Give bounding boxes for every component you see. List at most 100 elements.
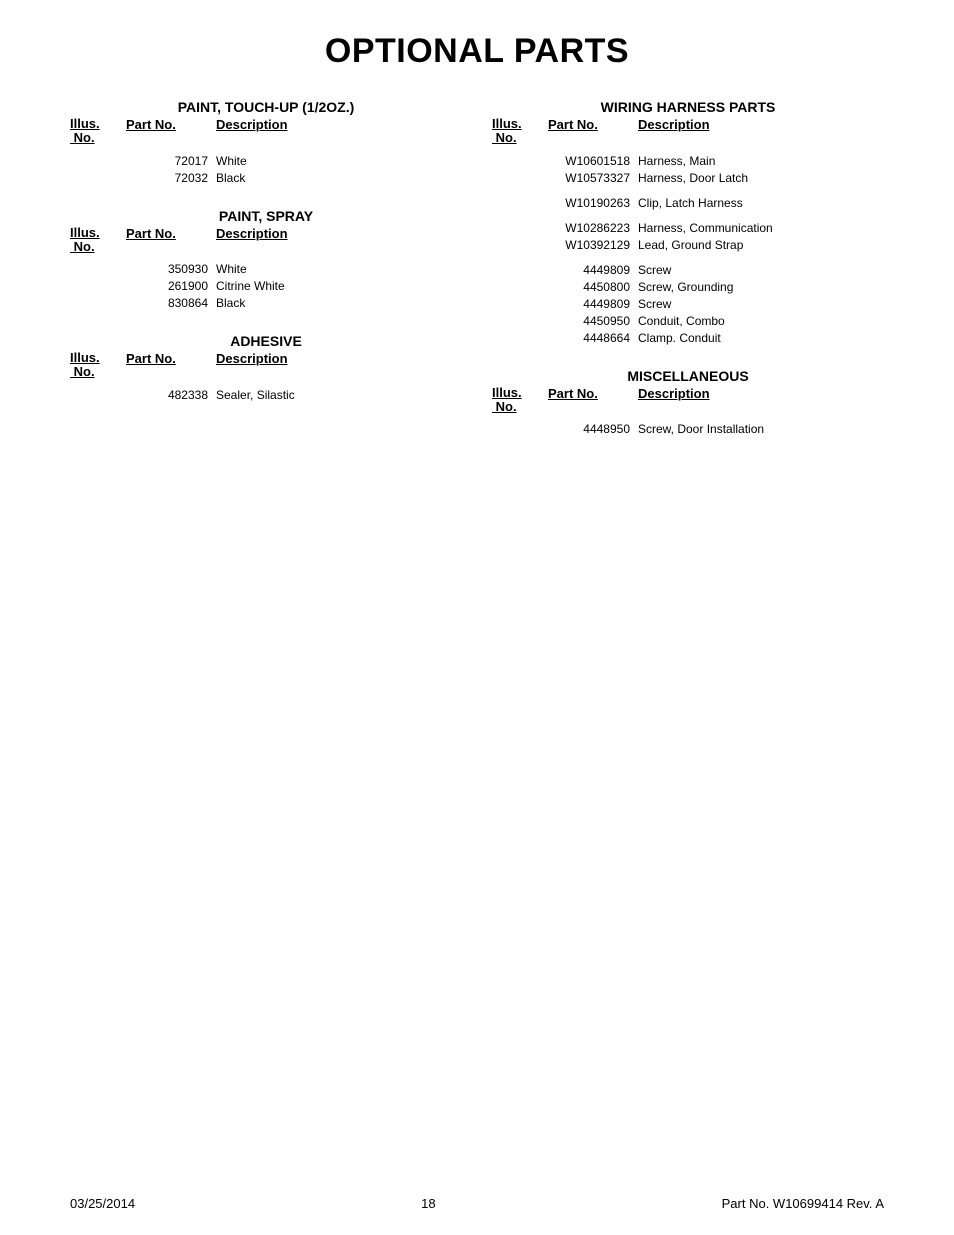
header-illus: Illus. No. (70, 117, 126, 146)
section: PAINT, SPRAYIllus. No.Part No.Descriptio… (70, 208, 462, 312)
cell-description: Screw, Grounding (638, 280, 884, 295)
header-illus-bottom: No. (70, 131, 126, 145)
header-illus-bottom: No. (492, 131, 548, 145)
cell-description: Harness, Main (638, 154, 884, 169)
cell-partno: 261900 (126, 279, 216, 294)
footer-date: 03/25/2014 (70, 1196, 135, 1211)
header-illus-top: Illus. (70, 226, 126, 240)
spacer (492, 255, 884, 263)
header-partno: Part No. (126, 117, 216, 146)
table-row: W10601518Harness, Main (492, 154, 884, 169)
cell-partno: 4449809 (548, 297, 638, 312)
cell-partno: 4450800 (548, 280, 638, 295)
header-illus-bottom: No. (70, 240, 126, 254)
spacer (492, 213, 884, 221)
cell-partno: 4449809 (548, 263, 638, 278)
cell-partno: W10573327 (548, 171, 638, 186)
header-illus-bottom: No. (70, 365, 126, 379)
cell-partno: 350930 (126, 262, 216, 277)
cell-illus (492, 196, 548, 211)
cell-description: Clamp. Conduit (638, 331, 884, 346)
spacer (492, 188, 884, 196)
table-row: W10286223Harness, Communication (492, 221, 884, 236)
cell-partno: W10392129 (548, 238, 638, 253)
header-partno: Part No. (548, 117, 638, 146)
cell-description: Citrine White (216, 279, 462, 294)
cell-illus (492, 263, 548, 278)
cell-illus (492, 331, 548, 346)
section: MISCELLANEOUS Illus. No.Part No.Descripti… (492, 368, 884, 438)
header-partno: Part No. (126, 226, 216, 255)
table-row: 350930White (70, 262, 462, 277)
table-header: Illus. No.Part No.Description (70, 351, 462, 380)
cell-description: Harness, Communication (638, 221, 884, 236)
left-column: PAINT, TOUCH-UP (1/2OZ.)Illus. No.Part N… (70, 99, 462, 459)
header-illus-top: Illus. (492, 386, 548, 400)
header-description: Description (638, 386, 710, 415)
cell-description: White (216, 262, 462, 277)
cell-partno: W10286223 (548, 221, 638, 236)
cell-illus (492, 171, 548, 186)
section-title: MISCELLANEOUS (492, 368, 884, 384)
cell-description: Screw (638, 297, 884, 312)
header-description: Description (638, 117, 710, 146)
table-row: W10392129Lead, Ground Strap (492, 238, 884, 253)
cell-partno: 4450950 (548, 314, 638, 329)
cell-description: Clip, Latch Harness (638, 196, 884, 211)
section-title: PAINT, TOUCH-UP (1/2OZ.) (70, 99, 462, 115)
table-row: 4448664Clamp. Conduit (492, 331, 884, 346)
table-row: 4450800Screw, Grounding (492, 280, 884, 295)
footer-page: 18 (421, 1196, 435, 1211)
page: OPTIONAL PARTS PAINT, TOUCH-UP (1/2OZ.) I… (0, 0, 954, 1235)
page-title: OPTIONAL PARTS (70, 32, 884, 71)
cell-description: Lead, Ground Strap (638, 238, 884, 253)
header-description: Description (216, 226, 288, 255)
header-partno: Part No. (548, 386, 638, 415)
columns-wrapper: PAINT, TOUCH-UP (1/2OZ.)Illus. No.Part N… (70, 99, 884, 459)
cell-illus (492, 314, 548, 329)
cell-illus (70, 171, 126, 186)
table-header: Illus. No.Part No.Description (492, 117, 884, 146)
header-partno: Part No. (126, 351, 216, 380)
table-row: W10573327Harness, Door Latch (492, 171, 884, 186)
section: PAINT, TOUCH-UP (1/2OZ.) Illus. No.Part N… (70, 99, 462, 186)
right-column: WIRING HARNESS PARTSIllus. No.Part No.De… (492, 99, 884, 459)
table-row: 482338Sealer, Silastic (70, 388, 462, 403)
table-row: 72017White (70, 154, 462, 169)
table-body: W10601518Harness, MainW10573327Harness, … (492, 154, 884, 346)
header-description: Description (216, 351, 288, 380)
cell-illus (492, 154, 548, 169)
table-body: 482338Sealer, Silastic (70, 388, 462, 403)
cell-description: Sealer, Silastic (216, 388, 462, 403)
table-header: Illus. No.Part No.Description (70, 226, 462, 255)
cell-illus (70, 279, 126, 294)
cell-description: Black (216, 171, 462, 186)
header-illus-top: Illus. (492, 117, 548, 131)
cell-illus (492, 422, 548, 437)
header-illus-bottom: No. (492, 400, 548, 414)
header-illus-top: Illus. (70, 117, 126, 131)
cell-partno: W10190263 (548, 196, 638, 211)
cell-partno: 72017 (126, 154, 216, 169)
cell-description: Screw, Door Installation (638, 422, 884, 437)
section-title: ADHESIVE (70, 333, 462, 349)
cell-illus (70, 296, 126, 311)
table-row: 4449809Screw (492, 297, 884, 312)
table-row: 830864Black (70, 296, 462, 311)
cell-partno: 72032 (126, 171, 216, 186)
table-row: 72032Black (70, 171, 462, 186)
cell-description: Black (216, 296, 462, 311)
header-illus: Illus. No. (70, 226, 126, 255)
table-body: 4448950Screw, Door Installation (492, 422, 884, 437)
section: ADHESIVEIllus. No.Part No.Description482… (70, 333, 462, 403)
cell-partno: 830864 (126, 296, 216, 311)
table-header: Illus. No.Part No.Description (492, 386, 884, 415)
table-header: Illus. No.Part No.Description (70, 117, 462, 146)
cell-illus (492, 238, 548, 253)
cell-description: Conduit, Combo (638, 314, 884, 329)
cell-illus (70, 262, 126, 277)
cell-partno: 4448950 (548, 422, 638, 437)
table-body: 350930White261900Citrine White830864Blac… (70, 262, 462, 311)
cell-partno: W10601518 (548, 154, 638, 169)
footer-rev: Part No. W10699414 Rev. A (722, 1196, 884, 1211)
